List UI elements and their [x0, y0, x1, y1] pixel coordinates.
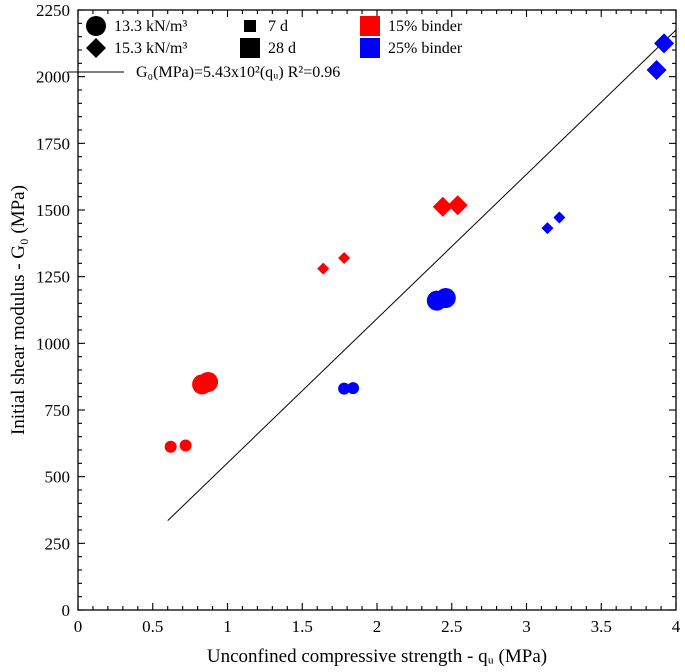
legend-marker [360, 38, 380, 58]
data-point [436, 288, 456, 308]
y-tick-label: 1000 [36, 334, 70, 353]
x-tick-label: 0.5 [142, 617, 163, 636]
y-axis-label: Initial shear modulus - G₀ (MPa) [8, 185, 29, 435]
data-point [198, 372, 218, 392]
legend-label: 15.3 kN/m³ [114, 40, 187, 57]
scatter-chart: 0 0.5 1 1.5 2 2.5 3 3.5 4 0 250 500 750 1000 1250 1500 1… [0, 0, 685, 672]
x-tick-label: 2 [373, 617, 382, 636]
legend-marker [240, 38, 260, 58]
x-tick-label: 3.5 [591, 617, 612, 636]
y-tick-label: 1750 [36, 134, 70, 153]
legend-label: 15% binder [388, 18, 463, 35]
x-tick-label: 4 [672, 617, 681, 636]
y-tick-label: 750 [45, 401, 71, 420]
legend-label: 28 d [268, 40, 296, 57]
y-tick-label: 1250 [36, 268, 70, 287]
legend-label: 13.3 kN/m³ [114, 18, 187, 35]
plot-background [0, 0, 685, 672]
legend-equation: G₀(MPa)=5.43x10²(qᵤ) R²=0.96 [136, 64, 340, 81]
y-tick-label: 250 [45, 534, 71, 553]
data-point [165, 441, 177, 453]
legend-marker [86, 16, 106, 36]
y-tick-label: 2000 [36, 68, 70, 87]
legend-label: 25% binder [388, 40, 463, 57]
y-tick-label: 500 [45, 468, 71, 487]
data-point [180, 439, 192, 451]
data-point [347, 382, 359, 394]
legend-marker [244, 20, 256, 32]
y-tick-label: 1500 [36, 201, 70, 220]
x-tick-label: 1 [223, 617, 232, 636]
x-tick-label: 1.5 [292, 617, 313, 636]
x-tick-label: 0 [74, 617, 83, 636]
x-tick-label: 2.5 [441, 617, 462, 636]
legend-marker [360, 16, 380, 36]
y-tick-label: 0 [62, 601, 71, 620]
y-tick-label: 2250 [36, 1, 70, 20]
x-axis-label: Unconfined compressive strength - qᵤ (MP… [207, 646, 547, 667]
legend-label: 7 d [268, 18, 288, 35]
x-tick-label: 3 [522, 617, 531, 636]
